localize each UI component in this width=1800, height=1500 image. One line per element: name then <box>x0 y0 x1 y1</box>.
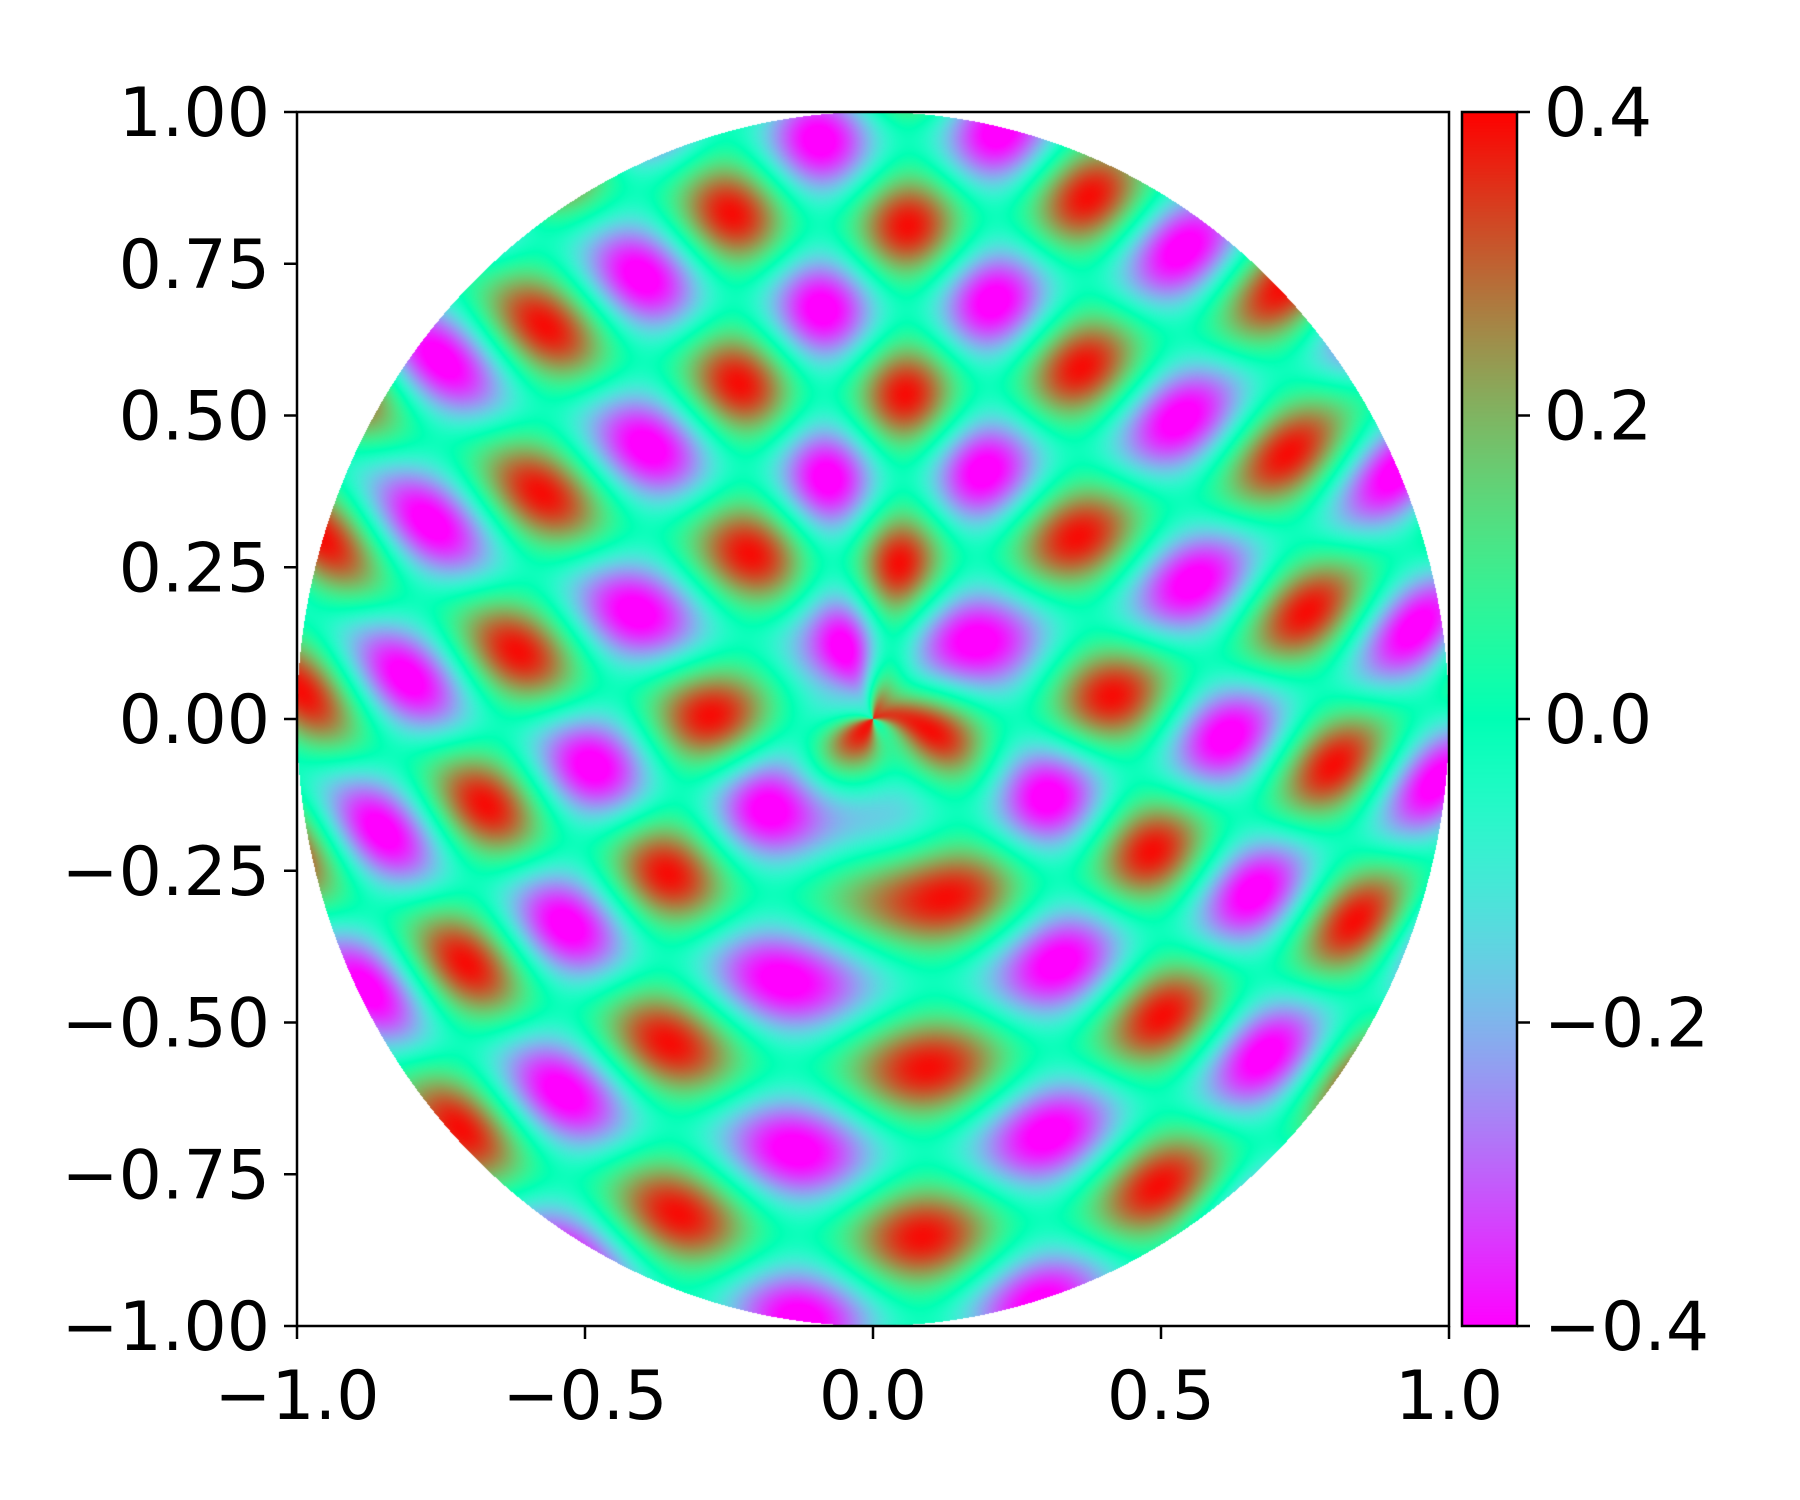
y-tick-label: 0.50 <box>119 378 270 457</box>
x-axis: −1.0 −0.5 0.0 0.5 1.0 <box>214 1326 1503 1436</box>
colorbar-gradient <box>1462 112 1517 1326</box>
y-axis: 1.00 0.75 0.50 0.25 0.00 −0.25 −0.50 −0.75 −1.00 <box>62 74 297 1367</box>
colorbar-tick-label: 0.0 <box>1544 681 1652 760</box>
y-tick-label: 0.75 <box>119 226 270 305</box>
x-tick-label: 1.0 <box>1395 1357 1503 1436</box>
y-tick-label: 1.00 <box>119 74 270 153</box>
colorbar-tick-label: 0.4 <box>1544 74 1652 153</box>
x-tick-label: 0.5 <box>1107 1357 1215 1436</box>
plot-frame <box>295 110 1451 1328</box>
y-tick-label: 0.00 <box>119 681 270 760</box>
y-tick-label: −1.00 <box>62 1288 270 1367</box>
x-tick-label: 0.0 <box>819 1357 927 1436</box>
y-tick-label: −0.50 <box>62 985 270 1064</box>
colorbar-frame <box>1460 110 1519 1328</box>
y-tick-label: −0.25 <box>62 833 270 912</box>
y-tick-label: −0.75 <box>62 1136 270 1215</box>
colorbar-axis: 0.4 0.2 0.0 −0.2 −0.4 <box>1517 74 1709 1367</box>
x-tick-label: −1.0 <box>214 1357 379 1436</box>
x-tick-label: −0.5 <box>502 1357 667 1436</box>
heatmap-image <box>297 112 1449 1326</box>
colorbar-tick-label: −0.2 <box>1544 985 1709 1064</box>
colorbar-tick-label: −0.4 <box>1544 1288 1709 1367</box>
y-tick-label: 0.25 <box>119 529 270 608</box>
colorbar-tick-label: 0.2 <box>1544 378 1652 457</box>
